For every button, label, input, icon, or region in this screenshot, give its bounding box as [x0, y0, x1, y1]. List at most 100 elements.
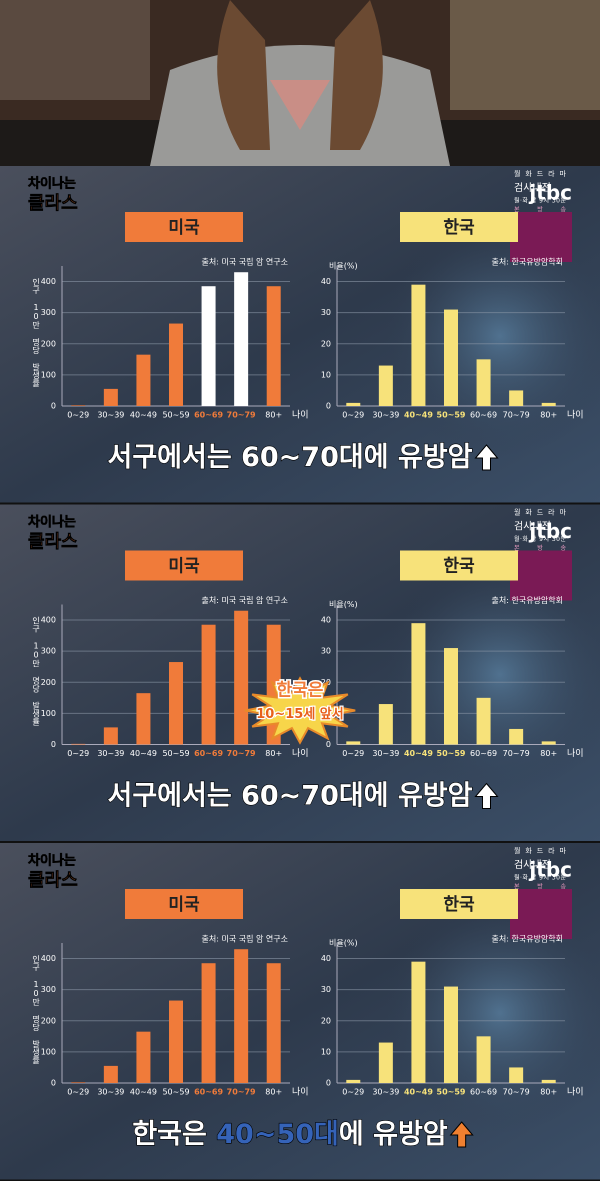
y-tick-label: 30 [321, 985, 331, 994]
promo-text: 월화드라마 [514, 846, 567, 855]
chart-title: 미국 [168, 557, 200, 577]
x-axis-label: 나이 [292, 410, 309, 421]
bar [541, 1079, 556, 1083]
bar [411, 623, 426, 745]
promo-text: 월화드라마 [514, 169, 567, 178]
x-axis-label: 나이 [292, 1087, 309, 1098]
logo-top: 차이나는 [28, 853, 76, 869]
title-box [125, 889, 243, 919]
cell-illustration [380, 554, 600, 795]
chart-title: 한국 [443, 895, 475, 915]
bar [266, 963, 281, 1083]
x-axis-label: 나이 [292, 748, 309, 759]
x-tick-label: 80+ [540, 411, 557, 420]
y-tick-label: 200 [41, 1016, 56, 1025]
y-tick-label: 0 [326, 402, 331, 411]
bar [103, 388, 118, 406]
bar [136, 354, 151, 406]
y-tick-label: 400 [41, 277, 56, 286]
panel-divider [0, 1179, 600, 1181]
bar [234, 610, 249, 745]
cell-illustration [380, 893, 600, 1133]
y-tick-label: 20 [321, 1016, 331, 1025]
x-tick-label: 40~49 [404, 411, 433, 420]
logo-bottom: 클라스 [28, 193, 78, 214]
x-tick-label: 80+ [540, 1088, 557, 1097]
title-box [400, 550, 518, 581]
y-tick-label: 20 [321, 339, 331, 348]
y-tick-label: 100 [41, 370, 56, 379]
bar [169, 662, 183, 745]
studio-photo [0, 0, 600, 166]
channel-logo: jtbc [528, 858, 572, 882]
y-tick-label: 30 [321, 647, 331, 656]
promo-text: 검사내전 [514, 859, 551, 871]
x-axis-label: 나이 [567, 748, 584, 759]
y-tick-label: 100 [41, 1047, 56, 1056]
x-axis-label: 나이 [567, 1087, 584, 1098]
logo-bottom: 클라스 [28, 870, 78, 891]
y-tick-label: 300 [41, 647, 56, 656]
x-tick-label: 60~69 [470, 411, 497, 420]
bar [509, 390, 524, 406]
y-axis-label: 인구 10만 명당 발생률 [31, 277, 40, 387]
x-tick-label: 40~49 [130, 749, 157, 758]
y-tick-label: 30 [321, 308, 331, 317]
bar [378, 1042, 393, 1083]
y-axis-label: 비율(%) [329, 939, 358, 948]
x-tick-label: 50~59 [162, 411, 189, 420]
title-box [125, 212, 243, 242]
bar [541, 741, 556, 745]
x-tick-label: 40~49 [130, 1088, 157, 1097]
x-tick-label: 80+ [265, 749, 282, 758]
y-tick-label: 100 [41, 709, 56, 718]
x-tick-label: 70~79 [503, 1088, 530, 1097]
x-tick-label: 0~29 [67, 749, 89, 758]
promo-text: 월·화 밤 9시 30분 [514, 874, 566, 882]
x-tick-label: 30~39 [97, 1088, 124, 1097]
y-axis-label: 인구 10만 명당 발생률 [31, 616, 40, 726]
promo-text: 본방송 [514, 206, 566, 214]
bar [136, 693, 151, 745]
x-tick-label: 60~69 [194, 749, 223, 758]
source: 출처: 미국 국립 암 연구소 [202, 257, 288, 267]
y-tick-label: 40 [321, 277, 331, 286]
bar [509, 728, 524, 745]
x-tick-label: 30~39 [372, 411, 399, 420]
cell-illustration [380, 216, 600, 456]
x-tick-label: 0~29 [342, 749, 364, 758]
y-tick-label: 10 [321, 1047, 331, 1056]
x-tick-label: 60~69 [470, 749, 497, 758]
bar [346, 1079, 361, 1083]
x-tick-label: 50~59 [437, 749, 466, 758]
y-tick-label: 20 [321, 678, 331, 687]
bar [103, 1065, 118, 1083]
chart-title: 한국 [443, 218, 475, 238]
bar [476, 359, 491, 406]
y-tick-label: 300 [41, 985, 56, 994]
bar [476, 697, 491, 745]
x-tick-label: 0~29 [342, 411, 364, 420]
bar [444, 986, 458, 1083]
bar [169, 323, 183, 406]
promo-box [510, 889, 572, 939]
y-axis-label: 비율(%) [329, 600, 358, 609]
x-tick-label: 40~49 [404, 1088, 433, 1097]
caption: 한국은 40~50대에 유방암 [132, 1119, 447, 1150]
promo-text: 월·화 밤 9시 30분 [514, 535, 566, 543]
bar [411, 961, 426, 1083]
title-box [125, 550, 243, 581]
promo-text: 월화드라마 [514, 508, 567, 517]
caption-segment: 서구에서는 60~70대에 유방암 [108, 780, 473, 811]
x-tick-label: 0~29 [67, 1088, 89, 1097]
bar [136, 1031, 151, 1083]
bar [71, 743, 86, 745]
promo-text: 본방송 [514, 883, 566, 891]
promo-box [510, 550, 572, 601]
bar [234, 272, 249, 406]
caption-arrow [474, 782, 499, 809]
bar [201, 624, 216, 745]
x-tick-label: 70~79 [503, 749, 530, 758]
